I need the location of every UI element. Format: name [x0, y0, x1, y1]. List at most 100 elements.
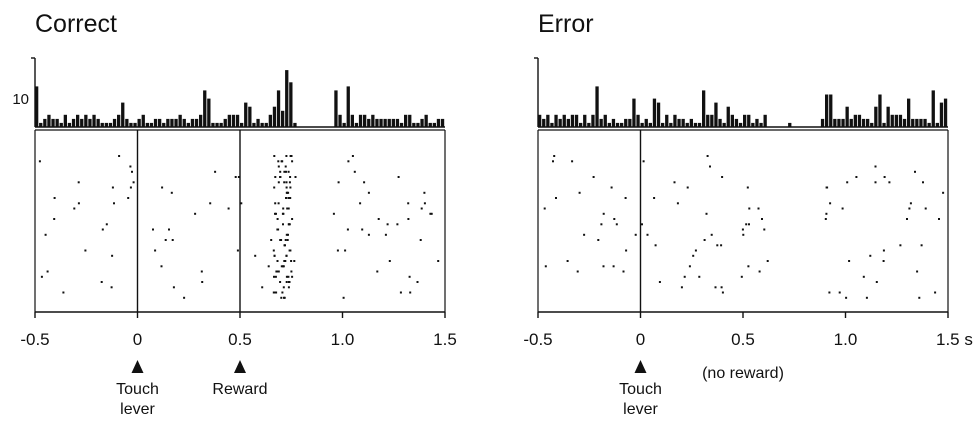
- spike: [273, 186, 276, 189]
- spike: [705, 212, 708, 215]
- hist-bar: [285, 70, 289, 127]
- spike: [437, 260, 440, 262]
- hist-bar: [677, 118, 681, 127]
- hist-bar: [665, 114, 669, 127]
- hist-bar: [935, 122, 939, 127]
- spike: [287, 275, 290, 278]
- spike: [118, 155, 121, 157]
- hist-bar: [558, 118, 562, 127]
- hist-bar: [432, 122, 436, 127]
- spike: [200, 270, 203, 273]
- panel-title: Correct: [35, 10, 117, 38]
- hist-bar: [170, 118, 174, 127]
- hist-bar: [833, 118, 837, 127]
- hist-bar: [59, 122, 63, 127]
- spike: [289, 186, 292, 189]
- spike: [553, 155, 556, 157]
- hist-bar: [256, 118, 260, 127]
- hist-bar: [76, 114, 80, 127]
- spike: [73, 207, 76, 210]
- hist-bar: [186, 122, 190, 127]
- spike: [236, 249, 239, 252]
- hist-bar: [80, 118, 84, 127]
- spike: [285, 197, 287, 199]
- spike: [283, 170, 286, 173]
- spike: [646, 233, 649, 236]
- hist-bar: [554, 114, 558, 127]
- hist-bar: [137, 118, 141, 127]
- hist-bar: [648, 122, 652, 127]
- hist-bar: [644, 118, 648, 127]
- spike: [848, 260, 851, 262]
- spike: [280, 239, 283, 241]
- hist-bar: [145, 122, 149, 127]
- spike: [544, 265, 547, 268]
- spike: [938, 218, 940, 220]
- spike: [286, 191, 289, 194]
- hist-bar: [734, 118, 739, 127]
- hist-bar: [702, 90, 706, 127]
- spike: [555, 197, 557, 199]
- hist-bar: [178, 114, 182, 127]
- spike: [111, 254, 114, 257]
- spike: [592, 176, 595, 178]
- spike: [234, 176, 237, 178]
- spike: [716, 244, 719, 247]
- spike: [194, 212, 197, 215]
- event-label: lever: [623, 401, 658, 418]
- spike: [376, 270, 379, 273]
- hist-bar: [562, 114, 566, 127]
- spike: [430, 212, 433, 215]
- spike: [676, 202, 679, 205]
- spike: [44, 233, 47, 236]
- spike: [105, 223, 108, 226]
- spike: [152, 228, 154, 231]
- hist-bar: [379, 118, 383, 127]
- spike: [543, 207, 546, 210]
- spike: [710, 233, 713, 236]
- hist-bar: [587, 122, 591, 127]
- hist-bar: [579, 122, 583, 127]
- hist-bar: [673, 114, 677, 127]
- x-tick-label: 0.5: [228, 330, 252, 349]
- spike: [281, 291, 284, 294]
- hist-bar: [882, 122, 886, 127]
- spike: [129, 165, 132, 168]
- spike: [46, 270, 49, 273]
- hist-bar: [751, 122, 755, 127]
- spike: [692, 254, 695, 257]
- hist-bar: [63, 114, 67, 127]
- event-arrow: [131, 360, 144, 373]
- spike: [168, 228, 170, 231]
- hist-bar: [841, 118, 845, 127]
- hist-bar: [620, 122, 624, 127]
- hist-bar: [911, 118, 915, 127]
- spike: [62, 291, 65, 294]
- spike: [888, 181, 891, 184]
- spike: [388, 260, 391, 262]
- spike: [183, 296, 186, 299]
- spike: [924, 207, 927, 210]
- hist-bar: [276, 90, 281, 127]
- hist-bar: [726, 106, 730, 127]
- hist-bar: [141, 114, 145, 127]
- spike: [272, 249, 275, 252]
- hist-bar: [853, 114, 857, 127]
- spike: [720, 244, 723, 247]
- spike: [283, 181, 286, 184]
- spike: [825, 212, 828, 215]
- hist-bar: [43, 118, 47, 127]
- spike: [747, 265, 750, 268]
- hist-bar: [845, 106, 849, 127]
- spike: [172, 286, 175, 289]
- spike: [280, 296, 283, 299]
- hist-bar: [886, 106, 890, 127]
- hist-bar: [334, 90, 338, 127]
- spike: [658, 281, 661, 283]
- spike: [721, 291, 724, 294]
- spike: [77, 181, 80, 184]
- hist-bar: [743, 114, 747, 127]
- hist-bar: [363, 114, 367, 127]
- hist-bar: [566, 118, 570, 127]
- spike: [597, 239, 600, 241]
